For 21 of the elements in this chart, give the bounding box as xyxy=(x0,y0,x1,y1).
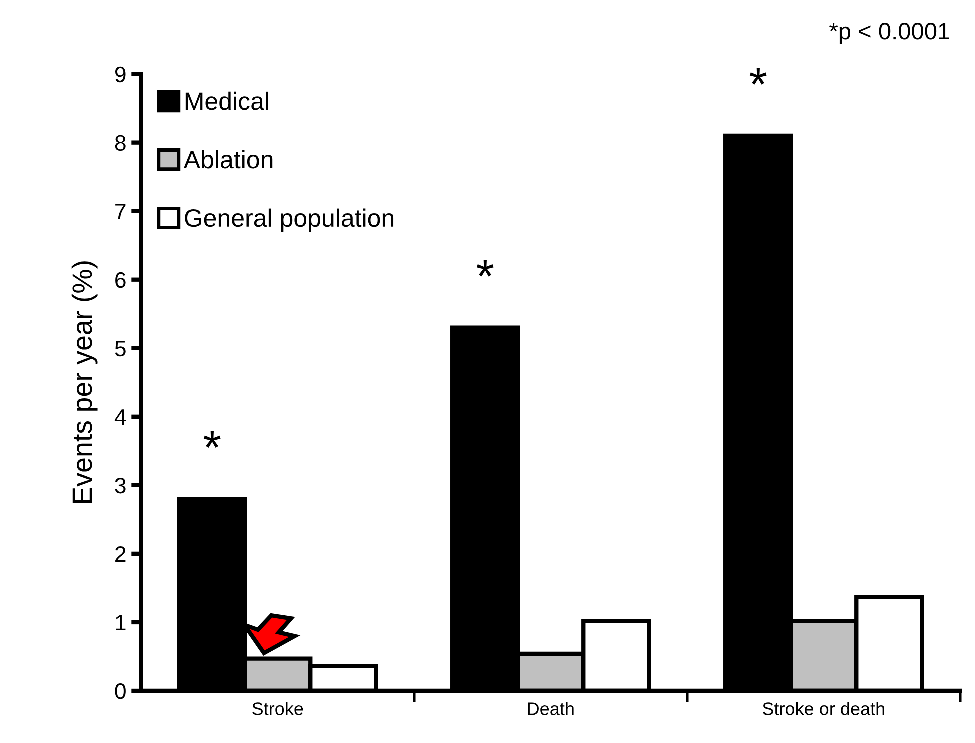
y-tick-label: 0 xyxy=(115,684,126,700)
y-tick-label: 9 xyxy=(115,66,126,83)
y-tick-label: 3 xyxy=(115,478,126,494)
y-tick-label: 8 xyxy=(115,135,126,152)
legend-label: General population xyxy=(185,208,394,232)
y-tick-label: 5 xyxy=(115,341,126,357)
text: *p < 0.0001 xyxy=(830,23,950,44)
x-tick-label: Death xyxy=(528,702,574,716)
annotation: * xyxy=(476,260,494,277)
y-tick-label: 2 xyxy=(116,546,126,562)
y-tick-label: 7 xyxy=(116,204,126,220)
legend-label: Ablation xyxy=(184,150,273,169)
y-axis-title: Events per year (%) xyxy=(72,262,98,504)
y-tick-label: 6 xyxy=(116,272,126,288)
y-tick-label: 4 xyxy=(114,410,126,425)
annotation: * xyxy=(204,431,221,448)
legend-label: Medical xyxy=(186,92,268,110)
annotation: * xyxy=(750,68,767,85)
y-tick-label: 1 xyxy=(116,615,126,631)
x-tick-label: Stroke xyxy=(252,702,304,716)
x-tick-label: Stroke or death xyxy=(762,702,884,716)
